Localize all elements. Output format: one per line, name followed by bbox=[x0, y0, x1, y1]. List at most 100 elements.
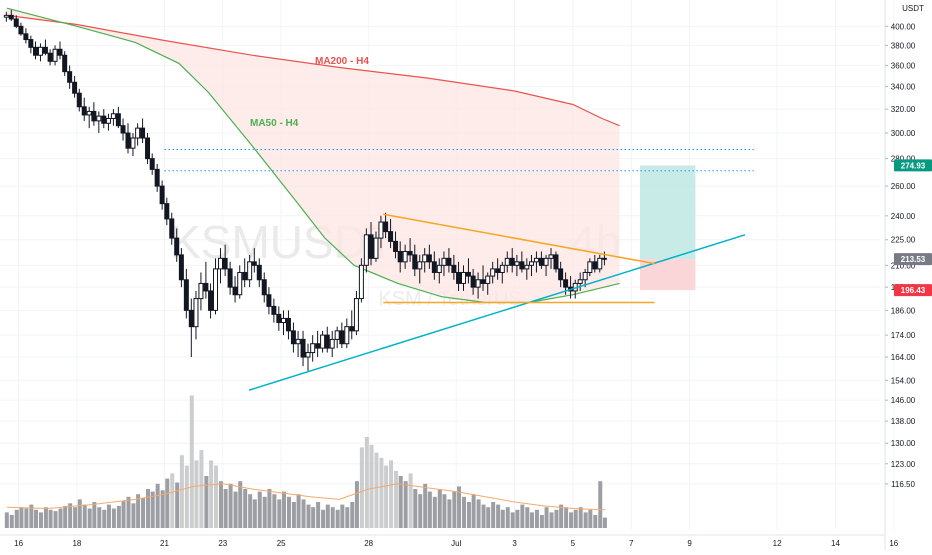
candle-body bbox=[509, 257, 515, 266]
candle-body bbox=[3, 14, 9, 18]
candle-body bbox=[62, 54, 68, 73]
y-tick-label: 400.00 bbox=[891, 22, 916, 31]
candle-body bbox=[373, 237, 379, 259]
candle-body bbox=[388, 231, 394, 242]
volume-bar bbox=[486, 507, 491, 528]
volume-bar bbox=[126, 496, 131, 528]
volume-bar bbox=[262, 496, 267, 528]
y-tick-label: 225.00 bbox=[891, 236, 916, 245]
volume-bar bbox=[306, 504, 311, 528]
candle-body bbox=[426, 254, 432, 263]
candle-body bbox=[597, 257, 603, 270]
volume-bar bbox=[564, 507, 569, 528]
candle-body bbox=[465, 271, 471, 277]
position-profit-zone bbox=[640, 165, 696, 260]
candle-body bbox=[159, 185, 165, 205]
ascending-support-line bbox=[248, 234, 746, 391]
candle-body bbox=[558, 268, 564, 281]
price-marker-label: 274.93 bbox=[901, 161, 926, 170]
volume-bar bbox=[447, 499, 452, 528]
candle-body bbox=[533, 257, 539, 263]
candle-body bbox=[339, 330, 345, 345]
volume-bar bbox=[155, 483, 160, 528]
candle-body bbox=[504, 257, 510, 266]
candle-body bbox=[280, 317, 286, 324]
volume-bar bbox=[496, 504, 501, 528]
currency-label: USDT bbox=[902, 4, 924, 13]
volume-bar bbox=[500, 509, 505, 528]
volume-bar bbox=[510, 512, 515, 528]
candle-body bbox=[451, 264, 457, 273]
candle-body bbox=[96, 115, 102, 122]
candle-body bbox=[120, 125, 126, 134]
descending-resistance-line bbox=[383, 213, 655, 265]
ma200-line bbox=[6, 14, 620, 127]
candle-body bbox=[582, 271, 588, 281]
volume-bar bbox=[321, 509, 326, 528]
candle-body bbox=[528, 261, 534, 266]
volume-bar bbox=[598, 481, 603, 528]
candle-body bbox=[217, 257, 223, 270]
y-tick-label: 280.00 bbox=[891, 155, 916, 164]
x-tick-label: 23 bbox=[218, 539, 227, 548]
volume-bar bbox=[301, 499, 306, 528]
candle-body bbox=[188, 309, 194, 328]
volume-bar bbox=[505, 507, 510, 528]
volume-bar bbox=[593, 515, 598, 528]
volume-bar bbox=[534, 509, 539, 528]
volume-bar bbox=[573, 509, 578, 528]
candle-body bbox=[154, 168, 160, 187]
volume-bar bbox=[544, 507, 549, 528]
candle-body bbox=[310, 343, 316, 354]
candle-body bbox=[81, 106, 87, 116]
volume-bar bbox=[175, 482, 180, 528]
y-tick-label: 123.00 bbox=[891, 460, 916, 469]
candle-body bbox=[393, 240, 399, 252]
candle-body bbox=[247, 261, 253, 281]
candle-body bbox=[295, 338, 301, 345]
volume-bar bbox=[184, 465, 189, 528]
candle-body bbox=[57, 48, 63, 56]
y-tick-label: 320.00 bbox=[891, 105, 916, 114]
volume-bar bbox=[209, 460, 214, 528]
y-tick-label: 186.00 bbox=[891, 306, 916, 315]
candle-body bbox=[378, 221, 384, 239]
volume-bar bbox=[491, 502, 496, 528]
volume-bar bbox=[63, 505, 68, 528]
volume-bar bbox=[257, 491, 262, 528]
candle-body bbox=[72, 81, 78, 94]
x-tick-label: 18 bbox=[72, 539, 81, 548]
volume-bar bbox=[569, 512, 574, 528]
y-tick-label: 340.00 bbox=[891, 83, 916, 92]
volume-bar bbox=[578, 507, 583, 528]
volume-ma-line bbox=[6, 483, 606, 511]
volume-bar bbox=[204, 476, 209, 528]
candle-body bbox=[461, 271, 466, 284]
volume-bar bbox=[559, 504, 564, 528]
volume-bar bbox=[252, 499, 257, 528]
candle-body bbox=[553, 254, 559, 270]
candle-body bbox=[37, 46, 43, 56]
candle-body bbox=[13, 18, 19, 27]
candle-body bbox=[256, 264, 262, 281]
volume-bar bbox=[218, 481, 223, 528]
volume-bar bbox=[24, 508, 29, 528]
volume-bar bbox=[359, 447, 364, 528]
volume-bar bbox=[423, 483, 428, 528]
candle-body bbox=[23, 33, 29, 41]
y-tick-label: 210.00 bbox=[891, 261, 916, 270]
volume-bar bbox=[43, 507, 48, 528]
candle-body bbox=[402, 250, 408, 263]
volume-bar bbox=[398, 476, 403, 528]
volume-bar bbox=[286, 496, 291, 528]
volume-bar bbox=[408, 473, 413, 528]
candle-body bbox=[349, 326, 355, 332]
x-tick-label: 25 bbox=[277, 539, 286, 548]
volume-bar bbox=[525, 507, 530, 528]
volume-bar bbox=[403, 481, 408, 528]
volume-bar bbox=[160, 490, 165, 528]
volume-bar bbox=[14, 509, 19, 528]
candle-body bbox=[130, 137, 136, 149]
candle-body bbox=[431, 261, 437, 273]
